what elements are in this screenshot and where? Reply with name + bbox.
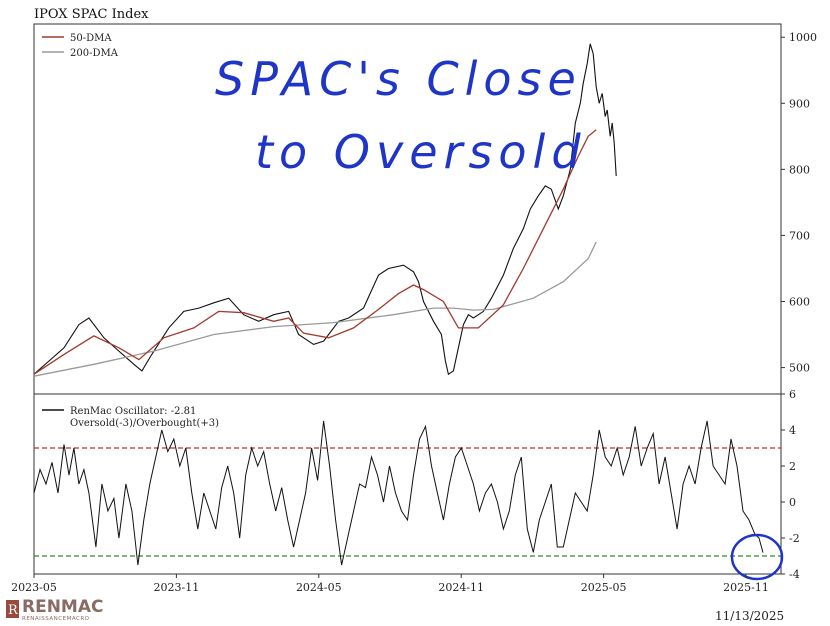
oscillator-y-axis: -4 -2 0 2 4 6 [781, 388, 800, 581]
price-ytick-label: 700 [789, 229, 810, 242]
legend-label-50dma: 50-DMA [70, 33, 112, 44]
xtick-label: 2023-11 [154, 581, 200, 594]
series-line-ipox-spac-index [33, 43, 617, 376]
oscillator-series [33, 420, 764, 566]
oscillator-ytick-label: 6 [789, 388, 796, 401]
price-ytick-label: 800 [789, 163, 810, 176]
xtick-label: 2024-05 [296, 581, 342, 594]
logo-mark-letter: R [8, 603, 19, 618]
oscillator-ytick-label: 4 [789, 424, 796, 437]
series-line-oscillator [33, 420, 764, 566]
xtick-label: 2024-11 [438, 581, 484, 594]
legend-label-oscillator: RenMac Oscillator: -2.81 [70, 406, 196, 417]
price-ytick-label: 500 [789, 362, 810, 375]
chart-title: IPOX SPAC Index [34, 7, 149, 22]
renmac-logo: R RENMAC RENAISSANCEMACRO [6, 597, 103, 622]
highlight-circle [730, 533, 784, 581]
series-line-50-dma [33, 129, 597, 375]
xtick-label: 2023-05 [11, 581, 57, 594]
logo-mark [6, 600, 19, 618]
logo-wordmark: RENMAC [22, 597, 103, 617]
price-y-axis: 500 600 700 800 900 1000 [781, 31, 817, 375]
annotation-line-2: to Oversold [255, 125, 587, 179]
oscillator-ytick-label: 0 [789, 496, 796, 509]
price-ytick-label: 900 [789, 97, 810, 110]
oscillator-reference-lines [34, 447, 781, 557]
oscillator-ytick-label: -4 [789, 568, 800, 581]
xtick-label: 2025-05 [581, 581, 627, 594]
annotation-line-1: SPAC's Close [215, 52, 582, 106]
oscillator-ytick-label: -2 [789, 532, 800, 545]
legend-label-200dma: 200-DMA [70, 48, 119, 59]
oscillator-legend: RenMac Oscillator: -2.81 Oversold(-3)/Ov… [42, 406, 219, 429]
series-line-200-dma [33, 241, 597, 377]
price-ytick-label: 600 [789, 296, 810, 309]
price-legend: 50-DMA 200-DMA [42, 33, 119, 59]
xtick-label: 2025-11 [723, 581, 769, 594]
oscillator-panel-frame [33, 393, 782, 575]
report-date: 11/13/2025 [715, 609, 784, 623]
legend-label-oversold-overbought: Oversold(-3)/Overbought(+3) [70, 418, 219, 429]
logo-tagline: RENAISSANCEMACRO [22, 616, 90, 622]
x-axis: 2023-05 2023-11 2024-05 2024-11 2025-05 2025-… [11, 574, 769, 594]
price-ytick-label: 1000 [789, 31, 817, 44]
price-series [33, 43, 617, 377]
oscillator-ytick-label: 2 [789, 460, 796, 473]
